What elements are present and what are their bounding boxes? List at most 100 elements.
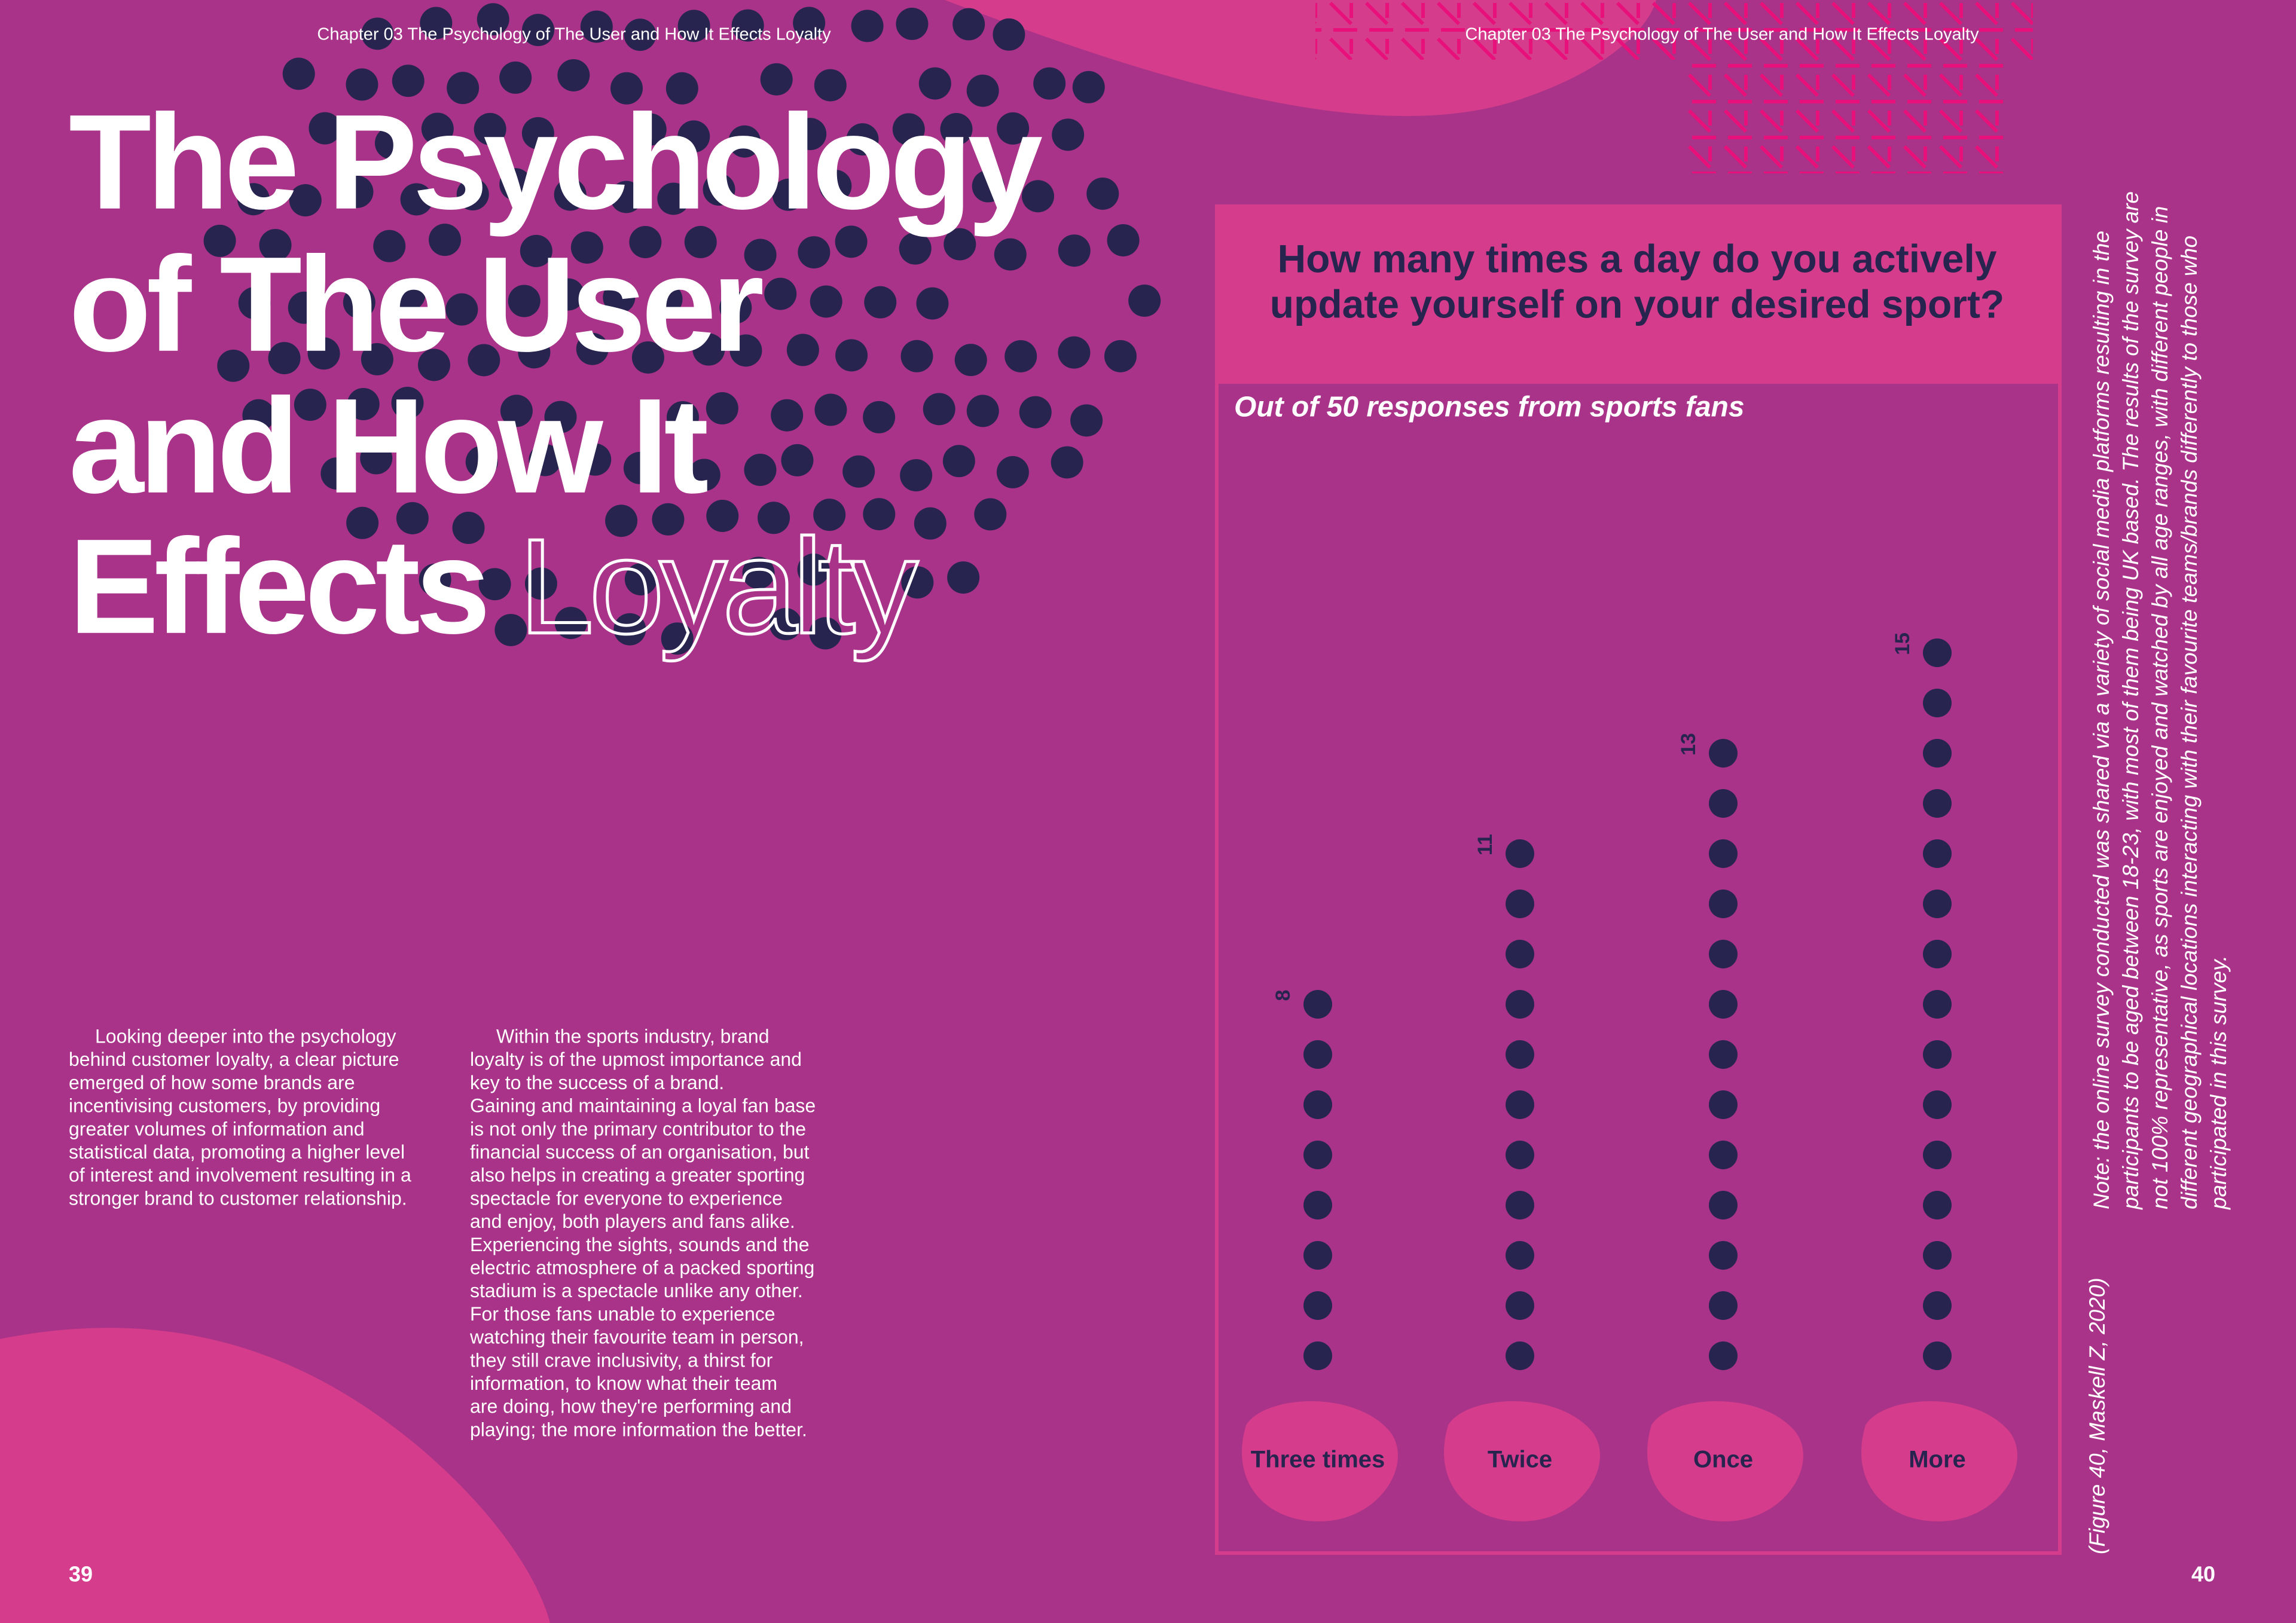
decor-dot [703, 173, 735, 206]
decor-dot [391, 387, 424, 420]
decor-dot [554, 178, 587, 211]
decor-dot [217, 349, 250, 382]
decor-dot [706, 392, 738, 425]
decor-dot [1052, 118, 1085, 151]
decor-dot [419, 563, 451, 596]
category-label: More [1909, 1447, 1966, 1473]
decor-dot [552, 278, 585, 311]
decor-dot [524, 567, 557, 600]
dot [1923, 1141, 1952, 1169]
body-line: For those fans unable to experience [470, 1303, 775, 1325]
body-line: statistical data, promoting a higher lev… [69, 1141, 405, 1163]
decor-dot [666, 401, 699, 433]
decor-dot [842, 455, 875, 488]
decor-dot [744, 453, 777, 486]
body-line: and enjoy, both players and fans alike. [470, 1211, 795, 1232]
decor-dot [259, 229, 292, 262]
decor-dot [396, 502, 429, 534]
decor-dot [499, 168, 532, 201]
body-text: Looking deeper into the psychologybehind… [69, 1025, 816, 1440]
value-label: 15 [1891, 632, 1914, 655]
decor-dot [1021, 180, 1054, 213]
title-outline-word: Loyalty [519, 511, 918, 662]
decor-dot [744, 239, 777, 271]
dot [1709, 890, 1738, 918]
decor-dot [468, 344, 500, 377]
decor-dot [814, 393, 847, 426]
dot [1923, 890, 1952, 918]
value-label: 8 [1272, 990, 1294, 1001]
decor-dot [417, 349, 450, 381]
decor-dot [947, 561, 980, 594]
dot [1923, 789, 1952, 818]
dot [1709, 1141, 1738, 1169]
decor-dot [341, 175, 374, 208]
decor-dot [916, 287, 949, 320]
decor-dot [728, 125, 761, 158]
body-line: behind customer loyalty, a clear picture [69, 1049, 399, 1070]
dot [1506, 1191, 1534, 1219]
decor-dot [494, 613, 527, 646]
decor-dot [706, 499, 739, 532]
body-line: also helps in creating a greater sportin… [470, 1164, 805, 1186]
decor-dot [361, 17, 394, 50]
dot [1923, 1341, 1952, 1370]
title-line: Effects [69, 511, 486, 662]
decor-dots [203, 3, 1161, 655]
decor-dot [1070, 404, 1103, 437]
decor-dot [994, 238, 1027, 271]
decor-dot [665, 72, 698, 105]
decor-dot [282, 57, 315, 90]
decor-dot [623, 451, 656, 484]
decor-dot [793, 7, 826, 39]
category-blob [1861, 1401, 2017, 1521]
decor-dot [772, 178, 805, 211]
dot [1303, 1141, 1332, 1169]
body-line: loyalty is of the upmost importance and [470, 1049, 802, 1070]
decor-dot [863, 401, 896, 433]
note: Note: the online survey conducted was sh… [2085, 191, 2231, 1554]
decor-dot [742, 557, 775, 589]
body-line: of interest and involvement resulting in… [69, 1164, 411, 1186]
decor-dot [521, 117, 554, 149]
decor-dot [580, 10, 613, 43]
decor-dot [918, 67, 951, 100]
chart: How many times a day do you activelyupda… [1234, 236, 2017, 1521]
decor-dot [393, 278, 426, 311]
dot [1709, 839, 1738, 868]
dot [1506, 1040, 1534, 1069]
decor-dot [972, 170, 1004, 203]
dot [1709, 1090, 1738, 1119]
decor-dot [474, 112, 506, 145]
decor-dot [1107, 224, 1140, 256]
body-line: information, to know what their team [470, 1373, 777, 1394]
decor-dot [456, 178, 489, 211]
decor-dot [798, 236, 831, 269]
decor-dot [1086, 177, 1119, 210]
decor-dot [610, 181, 643, 213]
dot [1709, 1040, 1738, 1069]
decor-dot [731, 9, 764, 42]
decor-dot [374, 127, 407, 160]
dot [1709, 1191, 1738, 1219]
decor-dot [835, 225, 868, 258]
dot [1303, 1341, 1332, 1370]
decor-dot [1051, 446, 1083, 479]
decor-dot [797, 553, 830, 586]
body-line: Looking deeper into the psychology [95, 1025, 396, 1047]
decor-dot [603, 281, 636, 314]
decor-dot [684, 225, 717, 258]
decor-dot [940, 113, 973, 146]
decor-dot [477, 3, 509, 36]
decor-dot [605, 505, 638, 537]
decor-dot [294, 389, 326, 421]
dot [1709, 739, 1738, 768]
decor-dot [610, 72, 643, 105]
decor-dot [1004, 340, 1037, 372]
decor-dot [203, 224, 236, 257]
decor-dot [863, 498, 896, 531]
decor-dot [769, 608, 802, 641]
dot [1506, 940, 1534, 968]
body-line: playing; the more information the better… [470, 1419, 807, 1440]
